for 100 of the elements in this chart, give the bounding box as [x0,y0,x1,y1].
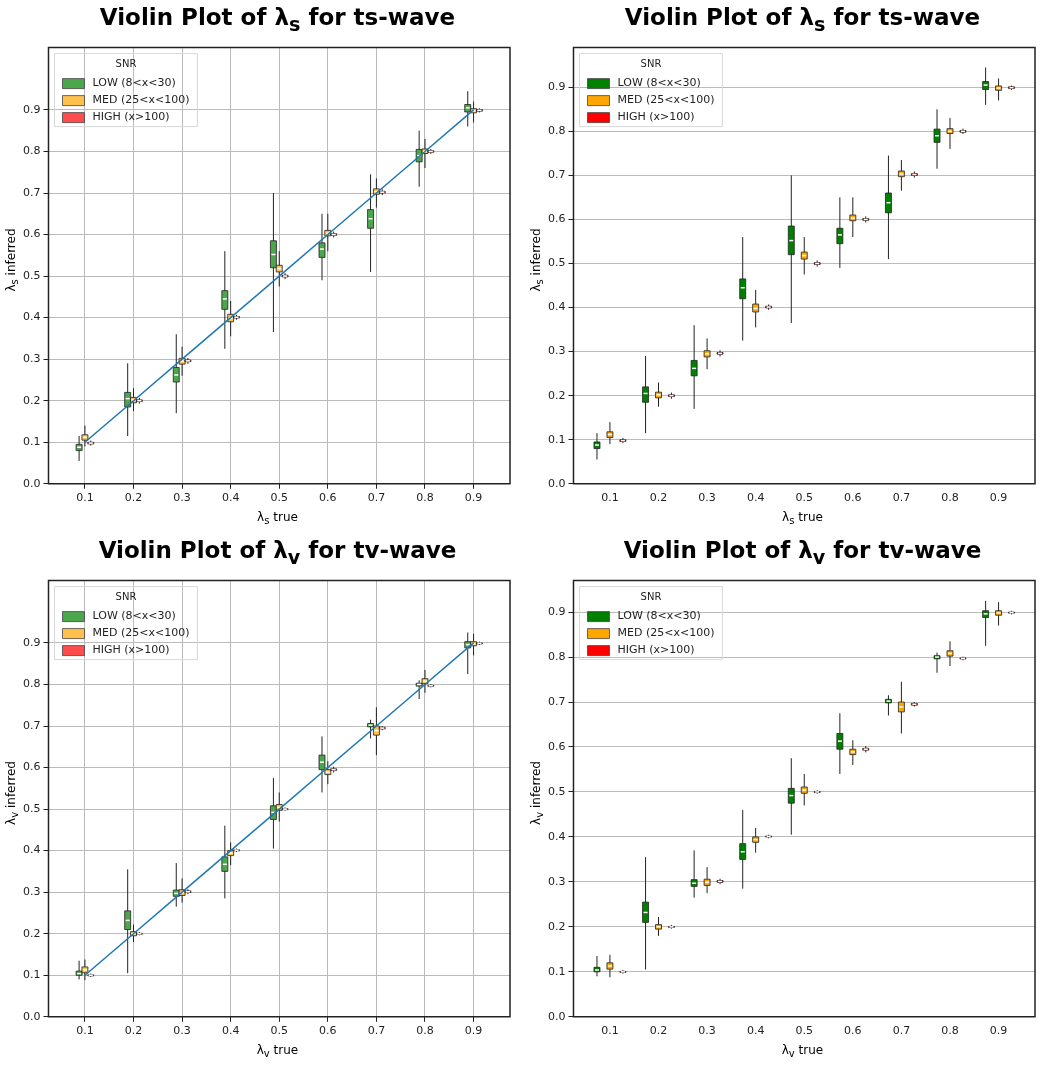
x-tick-label: 0.1 [601,1024,619,1038]
x-axis-title: λ$_{s}$ true [781,510,824,527]
y-tick-label: 0.6 [22,760,41,774]
x-tick-label: 0.3 [173,491,191,505]
x-tick-label: 0.8 [941,1024,959,1038]
y-tick-label: 0.9 [547,80,566,94]
x-axis-title: λ$_{v}$ true [255,1043,300,1060]
x-tick-label: 0.7 [367,491,386,505]
y-tick-label: 0.0 [547,1009,566,1023]
legend-label: MED (25<x<100) [617,626,715,640]
y-tick-label: 0.3 [22,885,41,899]
legend-title: SNR [115,58,137,70]
x-tick-label: 0.3 [173,1024,191,1038]
x-tick-label: 0.2 [124,1024,143,1038]
x-tick-label: 0.2 [649,491,668,505]
y-tick-label: 0.3 [547,874,566,888]
x-tick-label: 0.9 [464,1024,483,1038]
x-tick-label: 0.3 [698,1024,716,1038]
legend-label: HIGH (x>100) [617,643,695,657]
x-tick-label: 0.4 [221,1024,240,1038]
x-tick-label: 0.5 [270,1024,288,1038]
y-tick-label: 0.1 [22,435,41,449]
x-axis-title: λ$_{s}$ true [256,510,299,527]
x-tick-label: 0.9 [464,491,483,505]
legend-label: MED (25<x<100) [92,626,190,640]
y-tick-label: 0.2 [22,926,41,940]
y-tick-label: 0.9 [22,635,41,649]
legend-label: HIGH (x>100) [92,110,170,124]
y-tick-label: 0.0 [22,1009,41,1023]
legend-label: MED (25<x<100) [617,93,715,107]
y-tick-label: 0.1 [547,964,566,978]
y-tick-label: 0.6 [547,212,566,226]
x-tick-label: 0.8 [416,491,434,505]
y-tick-label: 0.2 [547,388,566,402]
y-tick-label: 0.3 [547,344,566,358]
x-tick-label: 0.5 [795,491,813,505]
x-tick-label: 0.7 [892,491,911,505]
legend-label: HIGH (x>100) [617,110,695,124]
y-tick-label: 0.8 [547,649,566,663]
x-tick-label: 0.9 [989,1024,1008,1038]
y-tick-label: 0.3 [22,352,41,366]
y-tick-label: 0.1 [22,968,41,982]
x-tick-label: 0.4 [746,491,765,505]
chart-title: Violin Plot of λ$_{s}$ for ts-wave [98,4,457,36]
x-tick-label: 0.8 [416,1024,434,1038]
legend-label: LOW (8<x<30) [617,609,701,623]
legend-title: SNR [640,591,662,603]
legend-label: LOW (8<x<30) [92,76,176,90]
y-tick-label: 0.7 [547,168,566,182]
x-tick-label: 0.5 [795,1024,813,1038]
y-tick-label: 0.8 [22,677,41,691]
x-tick-label: 0.6 [319,1024,337,1038]
y-tick-label: 0.2 [22,393,41,407]
x-tick-label: 0.4 [221,491,240,505]
legend-label: HIGH (x>100) [92,643,170,657]
x-axis-title: λ$_{v}$ true [780,1043,825,1060]
y-tick-label: 0.0 [547,476,566,490]
x-tick-label: 0.6 [319,491,337,505]
y-tick-label: 0.0 [22,476,41,490]
y-tick-label: 0.7 [22,185,41,199]
y-tick-label: 0.5 [547,256,566,270]
y-tick-label: 0.5 [22,268,41,282]
y-tick-label: 0.2 [547,919,566,933]
chart-title: Violin Plot of λ$_{s}$ for ts-wave [623,4,982,36]
y-tick-label: 0.7 [22,718,41,732]
x-tick-label: 0.1 [76,491,94,505]
x-tick-label: 0.3 [698,491,716,505]
y-tick-label: 0.1 [547,432,566,446]
chart-title: Violin Plot of λ$_{v}$ for tv-wave [97,537,458,569]
y-tick-label: 0.9 [547,604,566,618]
y-tick-label: 0.9 [22,102,41,116]
y-tick-label: 0.4 [22,310,41,324]
x-tick-label: 0.7 [367,1024,386,1038]
x-tick-label: 0.5 [270,491,288,505]
x-tick-label: 0.9 [989,491,1008,505]
x-tick-label: 0.1 [601,491,619,505]
x-tick-label: 0.8 [941,491,959,505]
x-tick-label: 0.6 [844,1024,862,1038]
y-tick-label: 0.4 [547,300,566,314]
x-tick-label: 0.7 [892,1024,911,1038]
y-tick-label: 0.4 [547,829,566,843]
x-tick-label: 0.2 [649,1024,668,1038]
legend-label: LOW (8<x<30) [617,76,701,90]
y-tick-label: 0.5 [547,784,566,798]
y-tick-label: 0.8 [547,124,566,138]
y-tick-label: 0.6 [547,739,566,753]
x-tick-label: 0.4 [746,1024,765,1038]
y-tick-label: 0.8 [22,144,41,158]
y-tick-label: 0.4 [22,843,41,857]
x-tick-label: 0.6 [844,491,862,505]
y-tick-label: 0.5 [22,801,41,815]
chart-title: Violin Plot of λ$_{v}$ for tv-wave [622,537,983,569]
y-tick-label: 0.7 [547,694,566,708]
legend-title: SNR [640,58,662,70]
y-tick-label: 0.6 [22,227,41,241]
x-tick-label: 0.2 [124,491,143,505]
x-tick-label: 0.1 [76,1024,94,1038]
legend-label: LOW (8<x<30) [92,609,176,623]
legend-label: MED (25<x<100) [92,93,190,107]
legend-title: SNR [115,591,137,603]
